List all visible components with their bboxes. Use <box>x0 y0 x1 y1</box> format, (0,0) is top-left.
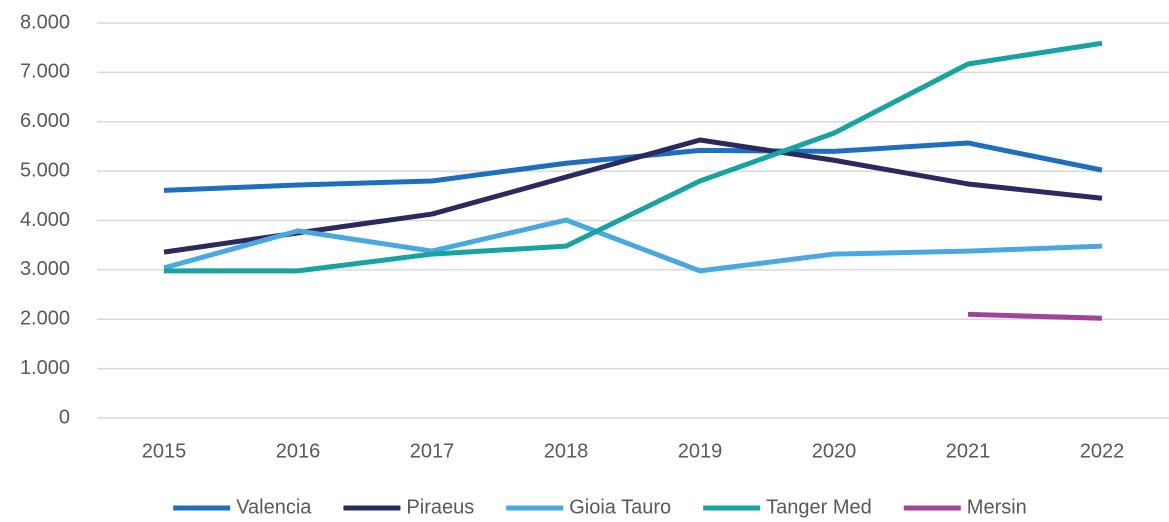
x-tick-label: 2022 <box>1080 440 1125 462</box>
y-tick-label: 8.000 <box>20 11 70 33</box>
y-tick-label: 2.000 <box>20 308 70 330</box>
y-tick-label: 1.000 <box>20 357 70 379</box>
x-tick-label: 2019 <box>678 440 723 462</box>
series-line <box>163 217 1103 274</box>
y-tick-label: 4.000 <box>20 209 70 231</box>
y-tick-label: 3.000 <box>20 258 70 280</box>
legend-label: Gioia Tauro <box>569 496 671 518</box>
legend-label: Piraeus <box>406 496 474 518</box>
series-line <box>967 311 1103 321</box>
legend-label: Mersin <box>967 496 1027 518</box>
x-tick-label: 2016 <box>276 440 321 462</box>
x-tick-label: 2017 <box>410 440 455 462</box>
y-tick-label: 5.000 <box>20 159 70 181</box>
legend-label: Valencia <box>236 496 312 518</box>
series-line <box>163 137 1103 255</box>
x-tick-label: 2020 <box>812 440 857 462</box>
x-tick-label: 2018 <box>544 440 589 462</box>
legend-label: Tanger Med <box>766 496 872 518</box>
y-tick-label: 7.000 <box>20 61 70 83</box>
series-line <box>164 40 1103 274</box>
x-tick-label: 2015 <box>142 440 187 462</box>
y-tick-label: 6.000 <box>20 110 70 132</box>
x-tick-label: 2021 <box>946 440 991 462</box>
y-tick-label: 0 <box>59 406 70 428</box>
